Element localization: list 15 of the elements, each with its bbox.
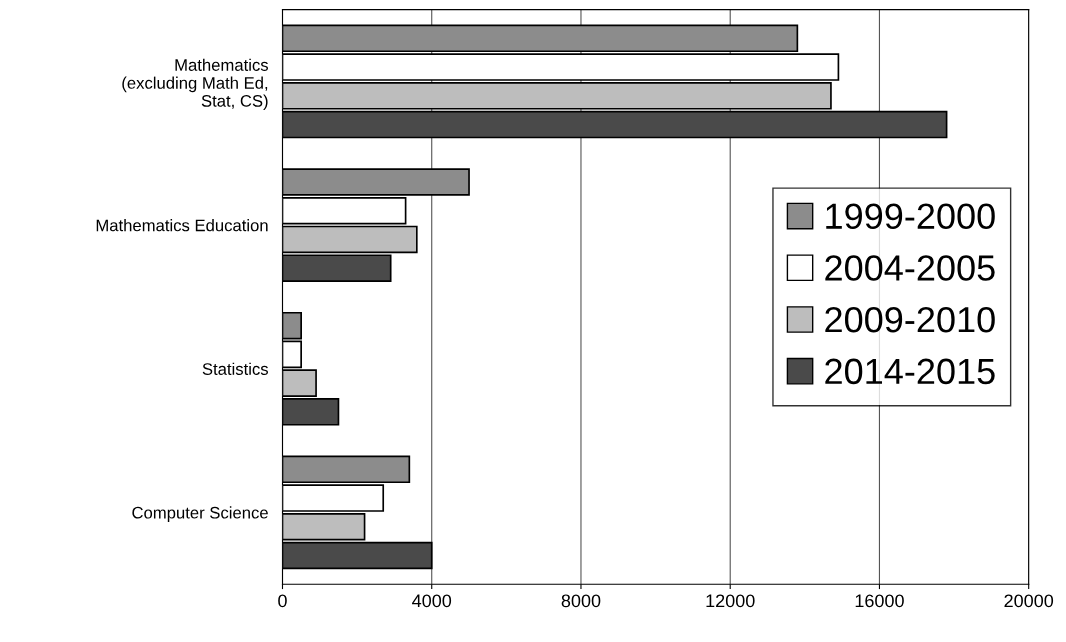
y-tick-label: Mathematics (excluding Math Ed, Stat, CS) (122, 58, 269, 111)
legend-label: 2014-2015 (825, 358, 995, 385)
x-tick-label: 20000 (1004, 594, 1054, 608)
y-tick-label: Statistics (202, 362, 268, 375)
x-tick-label: 0 (278, 594, 287, 608)
legend-label: 2009-2010 (825, 306, 995, 333)
y-tick-label: Computer Science (132, 506, 268, 522)
legend-label: 2004-2005 (825, 255, 995, 281)
x-tick-label: 16000 (855, 594, 904, 608)
x-tick-label: 4000 (412, 594, 452, 608)
legend-label: 1999-2000 (826, 203, 995, 230)
bar (282, 311, 302, 340)
x-tick-label: 8000 (561, 594, 601, 608)
x-tick-label: 12000 (706, 594, 755, 608)
y-tick-label: Mathematics Education (96, 219, 268, 232)
